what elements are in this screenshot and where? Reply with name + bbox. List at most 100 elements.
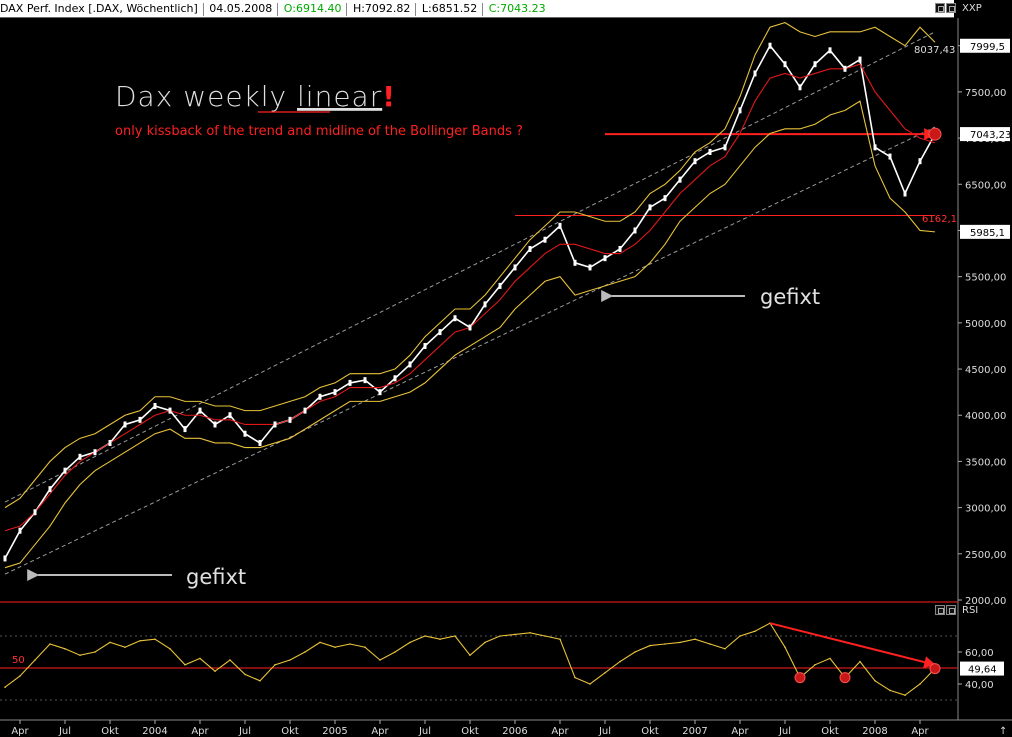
rsi-point xyxy=(409,641,411,644)
level-high-label: 8037,43 xyxy=(914,45,955,56)
x-tick-label: 2006 xyxy=(502,726,527,737)
series-line-rsi xyxy=(4,622,936,696)
price-point xyxy=(903,190,907,197)
price-point xyxy=(768,42,772,49)
rsi-point xyxy=(754,630,756,632)
price-point xyxy=(723,144,727,151)
rsi-point xyxy=(139,640,141,642)
price-box xyxy=(960,38,1010,53)
rsi-point xyxy=(649,644,651,647)
rsi-point xyxy=(814,664,816,666)
price-point xyxy=(63,467,67,474)
y-tick-label: 4000,00 xyxy=(965,411,1006,422)
price-point xyxy=(243,430,247,437)
rsi-point xyxy=(154,638,156,640)
rsi-restore-button[interactable] xyxy=(935,605,945,615)
x-tick-label: Okt xyxy=(461,726,479,737)
series-line-bollinger-upper xyxy=(4,22,936,509)
rsi-point xyxy=(289,659,291,661)
price-point xyxy=(393,375,397,382)
price-point xyxy=(78,453,82,460)
price-point xyxy=(828,47,832,54)
price-point xyxy=(558,222,562,229)
price-point xyxy=(618,245,622,252)
date-label: 04.05.2008 xyxy=(209,2,273,15)
rsi-point xyxy=(499,635,501,637)
price-point xyxy=(573,259,577,266)
rsi-point xyxy=(664,643,666,645)
rsi-point xyxy=(559,638,561,640)
annotation-gefixt-upper: gefixt xyxy=(760,285,820,309)
rsi-point xyxy=(109,641,111,644)
x-tick-label: Apr xyxy=(191,726,209,737)
y-tick-label: 2000,00 xyxy=(965,596,1006,607)
rsi-close-button[interactable] xyxy=(946,605,956,615)
price-point xyxy=(693,158,697,165)
rsi-point xyxy=(169,648,171,650)
rsi-point xyxy=(19,675,21,677)
x-tick-label: Apr xyxy=(731,726,749,737)
rsi-point xyxy=(334,646,336,648)
symbol-label: DAX Perf. Index [.DAX, Wöchentlich] xyxy=(0,2,198,15)
rsi-point xyxy=(349,643,351,645)
rsi-point xyxy=(4,686,6,688)
price-point xyxy=(678,176,682,183)
rsi-point xyxy=(304,651,306,653)
rsi-point xyxy=(829,657,831,660)
price-point xyxy=(813,61,817,68)
price-box xyxy=(960,224,1010,239)
rsi-point xyxy=(94,651,96,653)
rsi-point xyxy=(604,672,606,674)
price-marker xyxy=(928,127,942,141)
price-box-label: 7999,5 xyxy=(970,42,1005,53)
x-tick-label: 2004 xyxy=(142,726,167,737)
rsi-marker xyxy=(839,672,851,684)
y-tick-label: 5500,00 xyxy=(965,273,1006,284)
price-point xyxy=(108,439,112,446)
y-tick-label: 3500,00 xyxy=(965,457,1006,468)
price-point xyxy=(153,403,157,409)
x-tick-label: Jul xyxy=(778,726,791,737)
x-tick-label: Apr xyxy=(911,726,929,737)
rsi-point xyxy=(364,646,366,648)
trend-line-2 xyxy=(4,126,936,575)
price-axis-title: XXP xyxy=(962,3,982,14)
price-point xyxy=(483,301,487,308)
rsi-y-tick-label: 60,00 xyxy=(965,648,994,659)
price-box-label: 7043,23 xyxy=(970,130,1011,141)
price-box-label: 5985,1 xyxy=(970,228,1005,239)
rsi-point xyxy=(529,632,531,634)
price-point xyxy=(273,421,277,428)
x-tick-label: Apr xyxy=(551,726,569,737)
rsi-point xyxy=(724,648,726,650)
rsi-point xyxy=(79,654,81,656)
rsi-point xyxy=(784,646,786,648)
x-tick-label: 2005 xyxy=(322,726,347,737)
close-panel-button[interactable] xyxy=(946,3,956,13)
rsi-point xyxy=(244,673,246,676)
price-point xyxy=(18,527,22,534)
rsi-point xyxy=(34,659,36,661)
low-label: L:6851.52 xyxy=(421,2,478,15)
price-point xyxy=(873,144,877,151)
price-point xyxy=(918,158,922,165)
price-point xyxy=(48,486,52,493)
rsi-point xyxy=(679,641,681,644)
rsi-panel xyxy=(0,622,958,701)
price-point xyxy=(258,439,262,446)
x-tick-label: Okt xyxy=(281,726,299,737)
axes: 2000,00 2500,00 3000,00 3500,00 4000,00 4500,… xyxy=(11,38,1011,737)
price-point xyxy=(228,412,232,419)
rsi-point xyxy=(184,664,186,666)
scroll-up-arrow[interactable]: ↑ xyxy=(999,726,1007,737)
rsi-point xyxy=(514,633,516,636)
trend-line-1 xyxy=(4,31,936,503)
restore-panel-button[interactable] xyxy=(935,3,945,13)
x-tick-label: Jul xyxy=(418,726,431,737)
price-point xyxy=(408,361,412,368)
price-point xyxy=(498,282,502,289)
rsi-point xyxy=(319,641,321,644)
price-point xyxy=(318,393,322,400)
y-tick-label: 3000,00 xyxy=(965,504,1006,515)
